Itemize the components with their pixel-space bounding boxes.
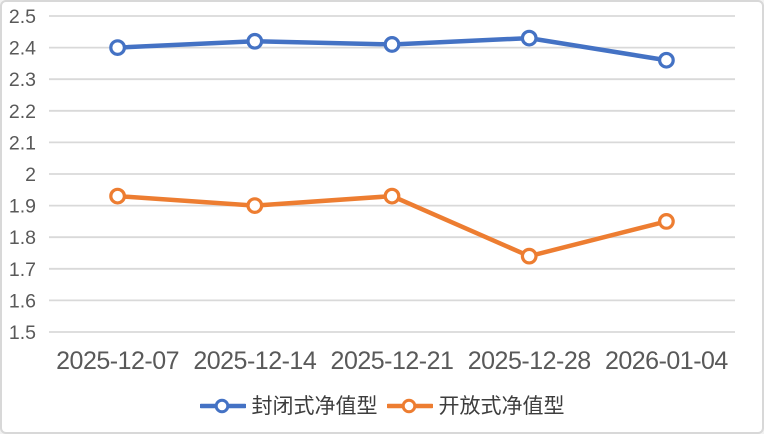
legend-label: 封闭式净值型 (251, 394, 378, 418)
chart-legend: 封闭式净值型 开放式净值型 (2, 392, 762, 420)
y-axis-tick-label: 1.5 (9, 322, 36, 344)
data-point-marker-series-0 (383, 36, 401, 53)
data-point-marker-series-0 (520, 29, 538, 47)
y-axis-tick-label: 2.5 (9, 6, 36, 28)
y-axis-tick-label: 2.2 (9, 101, 36, 123)
data-point-marker-series-1 (383, 187, 401, 205)
y-axis-tick-label: 1.9 (9, 196, 36, 218)
x-axis-tick-label: 2026-01-04 (605, 347, 728, 375)
x-axis-tick-label: 2025-12-28 (468, 347, 591, 375)
legend-item-1: 开放式净值型 (386, 394, 565, 418)
y-axis-tick-label: 2 (25, 164, 36, 186)
data-point-marker-series-0 (658, 51, 675, 69)
data-point-marker-series-0 (109, 39, 126, 56)
data-point-marker-series-1 (246, 197, 264, 215)
data-point-marker-series-1 (520, 247, 538, 265)
x-axis-tick-label: 2025-12-21 (331, 347, 454, 375)
y-axis-tick-label: 2.4 (9, 38, 36, 60)
data-point-marker-series-0 (246, 32, 264, 50)
legend-line-marker-icon (386, 398, 433, 414)
data-point-marker-series-1 (658, 212, 675, 230)
y-axis-tick-label: 2.3 (9, 69, 36, 91)
legend-line-marker-icon (199, 398, 246, 414)
y-axis-tick-label: 2.1 (9, 132, 36, 154)
plot-area: 1.5 1.6 1.7 1.8 1.9 2 2.1 2.2 2.3 2.4 2.5 2025-12-0… (9, 6, 735, 375)
x-axis-tick-label: 2025-12-07 (56, 347, 179, 375)
data-point-marker-series-1 (109, 187, 126, 205)
y-axis-tick-label: 1.7 (9, 259, 36, 281)
y-axis-tick-label: 1.6 (9, 290, 36, 312)
legend-label: 开放式净值型 (438, 394, 565, 418)
legend-item-0: 封闭式净值型 (199, 394, 378, 418)
y-axis-tick-label: 1.8 (9, 227, 36, 249)
x-axis-tick-label: 2025-12-14 (193, 347, 316, 375)
